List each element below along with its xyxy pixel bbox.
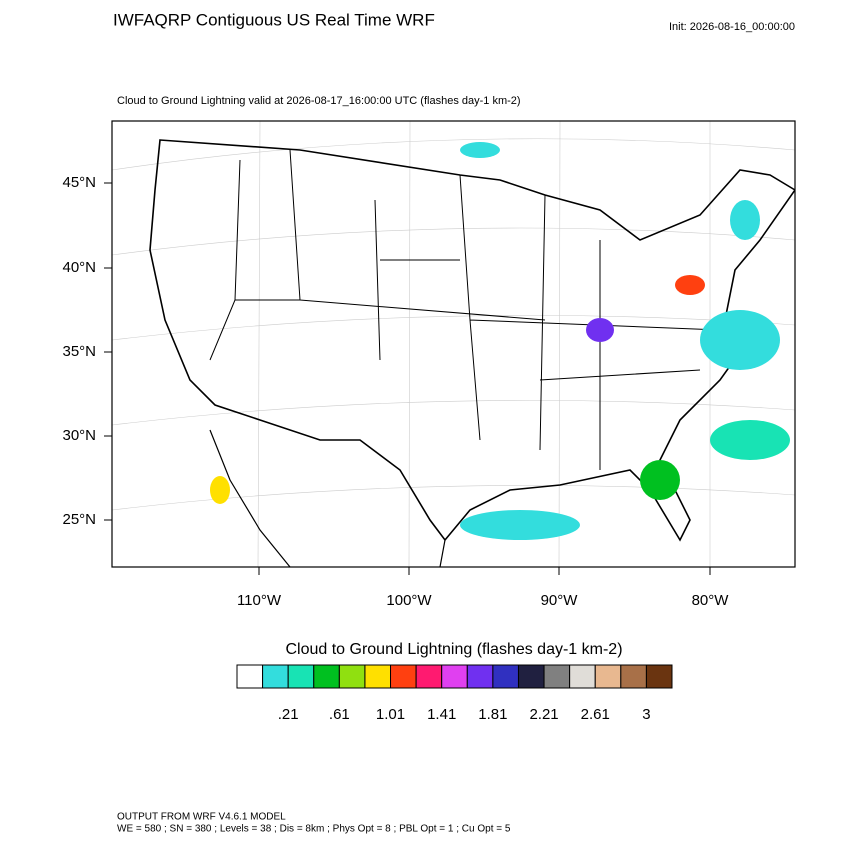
colorbar: Cloud to Ground Lightning (flashes day-1… — [236, 641, 673, 723]
colorbar-label: .61 — [329, 706, 350, 723]
colorbar-swatch — [287, 664, 315, 689]
colorbar-swatch — [415, 664, 443, 689]
colorbar-swatch — [543, 664, 571, 689]
colorbar-label: 1.41 — [427, 706, 456, 723]
colorbar-swatch — [364, 664, 392, 689]
lat-label: 45°N — [62, 174, 96, 191]
lon-label: 110°W — [237, 592, 282, 609]
colorbar-label: 1.81 — [478, 706, 507, 723]
colorbar-label: 1.01 — [376, 706, 405, 723]
subtitle: Cloud to Ground Lightning valid at 2026-… — [117, 95, 521, 107]
lon-label: 80°W — [692, 592, 730, 609]
colorbar-swatch — [517, 664, 545, 689]
colorbar-title: Cloud to Ground Lightning (flashes day-1… — [285, 641, 622, 658]
colorbar-swatch — [313, 664, 340, 689]
colorbar-swatch — [466, 664, 494, 689]
colorbar-swatch — [492, 664, 519, 689]
colorbar-swatch — [262, 664, 289, 689]
mexico-coast — [209, 429, 446, 567]
footer-line: OUTPUT FROM WRF V4.6.1 MODEL — [117, 812, 286, 823]
us-outline — [149, 139, 795, 542]
init-time: Init: 2026-08-16_00:00:00 — [669, 21, 795, 33]
colorbar-label: .21 — [278, 706, 299, 723]
colorbar-swatch — [620, 664, 647, 689]
lat-label: 35°N — [62, 343, 96, 360]
colorbar-swatch — [645, 664, 673, 689]
title: IWFAQRP Contiguous US Real Time WRF — [113, 10, 435, 29]
colorbar-swatch — [594, 664, 622, 689]
colorbar-label: 3 — [642, 706, 650, 723]
lon-label: 100°W — [386, 592, 432, 609]
colorbar-swatch — [390, 664, 417, 689]
colorbar-swatch — [569, 664, 596, 689]
colorbar-swatch — [441, 664, 468, 689]
lon-label: 90°W — [541, 592, 579, 609]
colorbar-label: 2.21 — [529, 706, 558, 723]
colorbar-label: 2.61 — [581, 706, 610, 723]
lightning-areas — [210, 142, 790, 540]
colorbar-swatch — [338, 664, 366, 689]
state-lines — [209, 149, 721, 470]
lat-label: 30°N — [62, 427, 96, 444]
colorbar-swatch — [236, 664, 264, 689]
map — [111, 120, 796, 568]
footer-line: WE = 580 ; SN = 380 ; Levels = 38 ; Dis … — [117, 824, 511, 835]
lat-label: 25°N — [62, 511, 96, 528]
lat-label: 40°N — [62, 259, 96, 276]
map-frame — [111, 120, 796, 568]
